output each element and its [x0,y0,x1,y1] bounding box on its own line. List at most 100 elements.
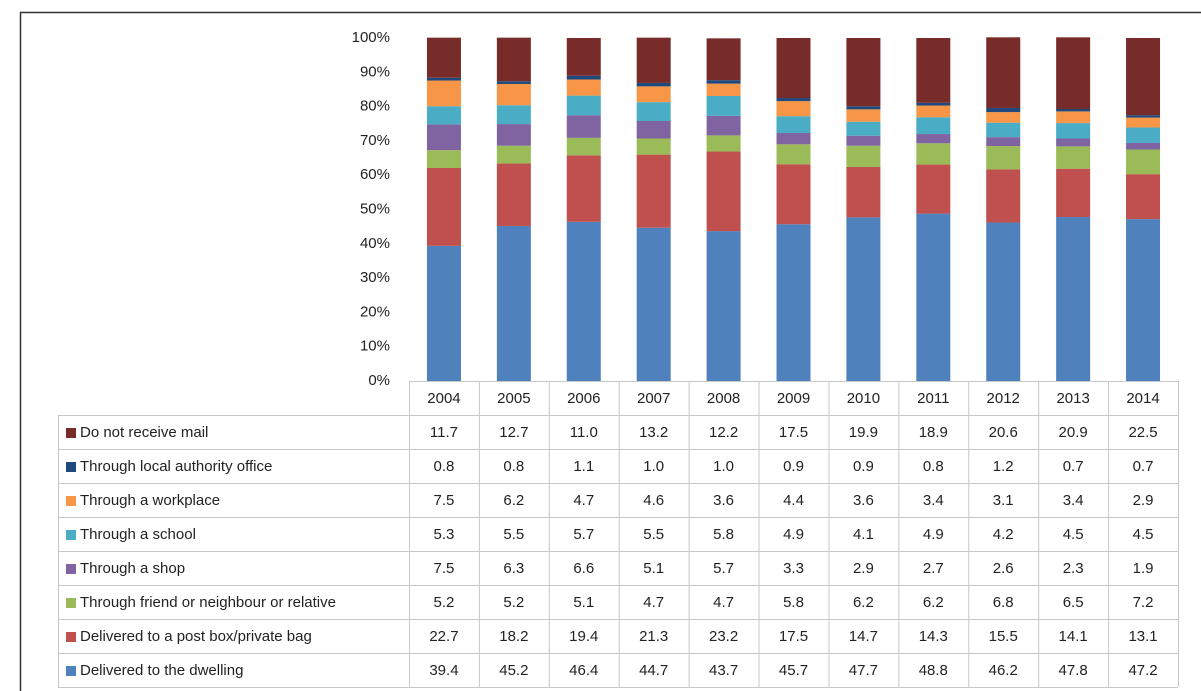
bar-segment [706,115,741,136]
table-cell: 5.8 [783,594,804,611]
legend-swatch [66,428,76,438]
bar-segment [776,224,811,381]
table-cell: 4.5 [1133,526,1154,543]
bar-segment [916,102,951,106]
bar-segment [496,124,531,146]
table-cell: 6.2 [503,492,524,509]
legend-swatch [66,462,76,472]
table-cell: 2.9 [853,560,874,577]
bar-segment [986,169,1021,223]
bar-segment [1056,146,1091,169]
bar-segment [636,121,671,139]
y-tick-label: 80% [360,98,390,115]
bar-segment [1056,168,1091,218]
bar-segment [1126,117,1161,128]
table-cell: 5.5 [503,526,524,543]
table-cell: 1.1 [573,458,594,475]
bar-segment [986,107,1021,113]
bar-segment [1056,109,1091,112]
table-cell: 20.9 [1059,424,1088,441]
bar-segment [916,38,951,103]
table-cell: 6.3 [503,560,524,577]
bar-segment [846,106,881,110]
bar-segment [846,38,881,107]
table-cell: 0.7 [1063,458,1084,475]
legend-label: Delivered to a post box/private bag [80,628,312,645]
y-tick-label: 0% [368,372,390,389]
table-cell: 17.5 [779,628,808,645]
bar-segment [986,122,1021,138]
table-cell: 47.8 [1059,662,1088,679]
table-cell: 2.9 [1133,492,1154,509]
bar-segment [1126,142,1161,150]
y-tick-label: 40% [360,235,390,252]
legend-label: Through a workplace [80,492,220,509]
table-cell: 5.1 [573,594,594,611]
bar-segment [986,146,1021,170]
bar-segment [566,155,601,222]
bar-segment [1056,217,1091,381]
y-tick-label: 30% [360,269,390,286]
legend-swatch [66,598,76,608]
bar-segment [1126,115,1161,118]
bar-segment [566,95,601,116]
bar-segment [706,80,741,84]
table-cell: 13.2 [639,424,668,441]
bar-segment [1056,111,1091,124]
y-tick-label: 70% [360,132,390,149]
table-cell: 17.5 [779,424,808,441]
table-cell: 6.5 [1063,594,1084,611]
bar-segment [846,145,881,167]
bar-segment [776,164,811,225]
table-cell: 5.7 [573,526,594,543]
bar-segment [1056,138,1091,147]
y-tick-label: 20% [360,303,390,320]
table-cell: 4.2 [993,526,1014,543]
bar-segment [846,135,881,146]
table-cell: 21.3 [639,628,668,645]
bar-segment [496,163,531,226]
legend-label: Do not receive mail [80,424,208,441]
table-cell: 6.2 [923,594,944,611]
table-cell: 22.7 [429,628,458,645]
x-tick-label: 2013 [1056,390,1089,407]
bar-segment [776,38,811,99]
bar-segment [496,225,531,381]
bar-segment [916,143,951,165]
legend-swatch [66,496,76,506]
bar-segment [846,121,881,136]
table-cell: 4.6 [643,492,664,509]
bar-segment [1126,149,1161,175]
table-cell: 4.1 [853,526,874,543]
table-cell: 22.5 [1128,424,1157,441]
table-cell: 1.2 [993,458,1014,475]
bar-segment [706,231,741,381]
bar-segment [776,116,811,134]
bar-segment [566,221,601,381]
legend-label: Delivered to the dwelling [80,662,243,679]
table-cell: 5.3 [434,526,455,543]
table-cell: 0.8 [503,458,524,475]
table-cell: 0.9 [853,458,874,475]
table-cell: 5.5 [643,526,664,543]
x-tick-label: 2004 [427,390,460,407]
table-cell: 14.7 [849,628,878,645]
bar-segment [986,137,1021,147]
x-tick-label: 2008 [707,390,740,407]
table-cell: 3.6 [853,492,874,509]
bar-segment [706,135,741,152]
table-cell: 2.6 [993,560,1014,577]
table-cell: 5.2 [503,594,524,611]
bar-segment [986,112,1021,123]
legend-swatch [66,666,76,676]
bar-segment [426,124,461,151]
x-tick-label: 2012 [987,390,1020,407]
table-cell: 7.2 [1133,594,1154,611]
bar-segment [496,37,531,82]
table-cell: 7.5 [434,492,455,509]
table-cell: 2.3 [1063,560,1084,577]
bar-segment [1126,174,1161,220]
x-tick-label: 2010 [847,390,880,407]
table-cell: 4.4 [783,492,804,509]
